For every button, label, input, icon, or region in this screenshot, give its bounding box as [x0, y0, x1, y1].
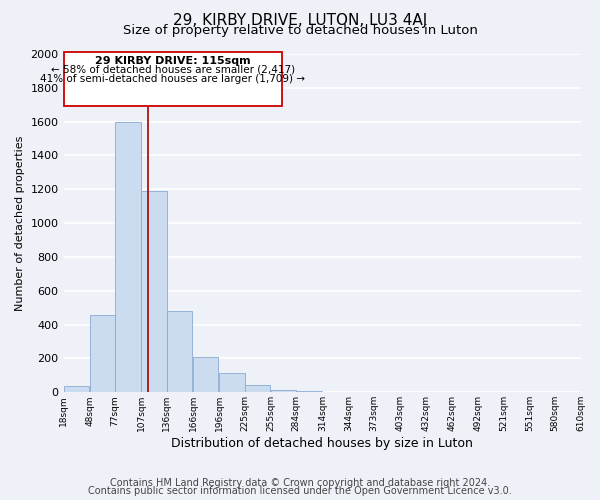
Bar — [271, 390, 296, 392]
Text: Contains HM Land Registry data © Crown copyright and database right 2024.: Contains HM Land Registry data © Crown c… — [110, 478, 490, 488]
Bar — [115, 122, 140, 392]
Text: Size of property relative to detached houses in Luton: Size of property relative to detached ho… — [122, 24, 478, 37]
Bar — [142, 191, 167, 392]
Bar — [90, 316, 115, 392]
Bar — [193, 357, 218, 392]
Text: ← 58% of detached houses are smaller (2,417): ← 58% of detached houses are smaller (2,… — [51, 65, 295, 75]
Bar — [64, 386, 89, 392]
Text: 41% of semi-detached houses are larger (1,709) →: 41% of semi-detached houses are larger (… — [40, 74, 305, 84]
Bar — [245, 384, 270, 392]
Text: 29 KIRBY DRIVE: 115sqm: 29 KIRBY DRIVE: 115sqm — [95, 56, 251, 66]
Text: 29, KIRBY DRIVE, LUTON, LU3 4AJ: 29, KIRBY DRIVE, LUTON, LU3 4AJ — [173, 12, 427, 28]
X-axis label: Distribution of detached houses by size in Luton: Distribution of detached houses by size … — [171, 437, 473, 450]
Y-axis label: Number of detached properties: Number of detached properties — [15, 136, 25, 311]
Bar — [167, 311, 192, 392]
Bar — [219, 373, 245, 392]
Text: Contains public sector information licensed under the Open Government Licence v3: Contains public sector information licen… — [88, 486, 512, 496]
